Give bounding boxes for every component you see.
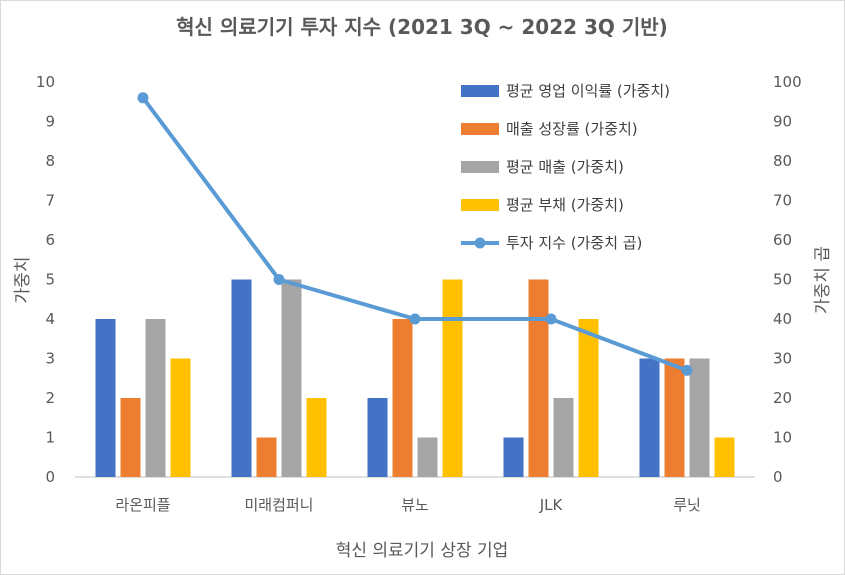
right-tick-label: 30 [773,350,792,368]
left-tick-label: 4 [45,310,55,328]
legend-swatch-2 [461,123,499,135]
left-tick-label: 1 [45,429,55,447]
bar-2-5 [664,358,685,477]
right-tick-label: 60 [773,231,792,249]
left-tick-label: 8 [45,152,55,170]
bar-1-3 [367,398,388,477]
investment-index-point-5 [681,364,693,376]
right-tick-label: 40 [773,310,792,328]
category-label: JLK [539,496,564,514]
left-tick-label: 0 [45,468,55,486]
investment-index-point-1 [137,92,149,104]
bar-1-4 [503,437,524,477]
left-tick-label: 2 [45,389,55,407]
left-tick-label: 3 [45,350,55,368]
bar-4-5 [714,437,735,477]
bar-4-2 [306,398,327,477]
legend: 평균 영업 이익률 (가중치) 매출 성장률 (가중치) 평균 매출 (가중치) 평균… [461,82,670,252]
bar-3-3 [417,437,438,477]
legend-label-3: 평균 매출 (가중치) [506,158,624,176]
bar-1-2 [231,279,252,477]
bar-4-4 [578,319,599,477]
left-tick-label: 9 [45,113,55,131]
bar-series-group [95,279,735,477]
bar-3-2 [281,279,302,477]
chart-title: 혁신 의료기기 투자 지수 (2021 3Q ~ 2022 3Q 기반) [176,15,668,39]
y-axis-title: 가중치 [13,257,33,304]
right-tick-label: 90 [773,113,792,131]
right-tick-label: 10 [773,429,792,447]
category-label: 미래컴퍼니 [244,496,313,514]
bar-1-5 [639,358,660,477]
right-tick-label: 100 [773,73,802,91]
legend-label-2: 매출 성장률 (가중치) [506,120,638,138]
bar-2-1 [120,398,141,477]
bar-2-3 [392,319,413,477]
category-label: 뷰노 [401,496,429,514]
bar-2-4 [528,279,549,477]
legend-label-1: 평균 영업 이익률 (가중치) [506,82,670,100]
right-axis-ticks: 0 10 20 30 40 50 60 70 80 90 100 [773,73,802,486]
investment-index-point-4 [545,313,557,325]
right-tick-label: 70 [773,192,792,210]
right-tick-label: 0 [773,468,783,486]
left-tick-label: 6 [45,231,55,249]
category-label: 라온피플 [115,496,170,514]
legend-swatch-4 [461,199,499,211]
x-axis-title: 혁신 의료기기 상장 기업 [336,541,509,561]
left-tick-label: 7 [45,192,55,210]
bar-2-2 [256,437,277,477]
bar-4-3 [442,279,463,477]
bar-3-1 [145,319,166,477]
legend-swatch-1 [461,85,499,97]
investment-index-point-2 [273,274,285,285]
category-label: 루닛 [673,496,701,514]
line-series-group [137,92,693,376]
legend-marker [474,237,486,249]
right-tick-label: 20 [773,389,792,407]
left-tick-label: 10 [36,73,55,91]
right-tick-label: 50 [773,271,792,289]
legend-label-4: 평균 부채 (가중치) [506,196,624,214]
left-tick-label: 5 [45,271,55,289]
bar-3-4 [553,398,574,477]
bar-3-5 [689,358,710,477]
bar-4-1 [170,358,191,477]
category-labels: 라온피플 미래컴퍼니 뷰노 JLK 루닛 [115,496,700,514]
legend-label-5: 투자 지수 (가중치 곱) [506,234,642,252]
left-axis-ticks: 0 1 2 3 4 5 6 7 8 9 10 [36,73,55,486]
investment-index-point-3 [409,313,421,325]
bar-1-1 [95,319,116,477]
right-tick-label: 80 [773,152,792,170]
legend-swatch-3 [461,161,499,173]
y2-axis-title: 가중치 곱 [813,246,833,314]
